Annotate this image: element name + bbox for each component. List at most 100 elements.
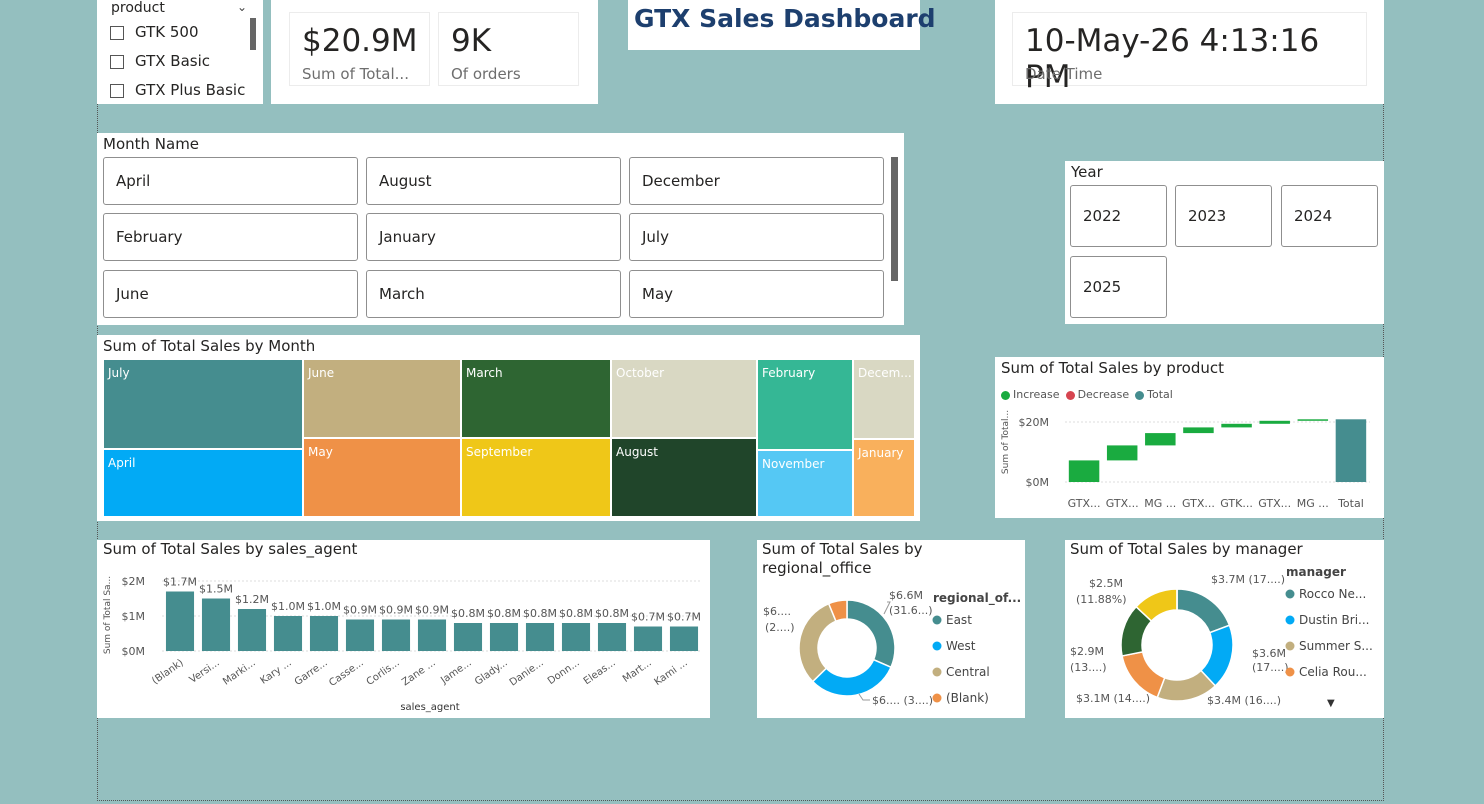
treemap-cell-may[interactable]: May — [303, 438, 461, 517]
treemap-label: September — [466, 445, 533, 459]
product-checkbox[interactable] — [110, 26, 124, 40]
regional-slice — [827, 599, 848, 623]
waterfall-bar — [1145, 433, 1176, 446]
treemap-label: Decem... — [858, 366, 912, 380]
regional-donut-chart: $6.6M (31.6...) $6.... (2....) $6.... (3....… — [763, 589, 1021, 707]
treemap-cell-september[interactable]: September — [461, 438, 611, 517]
month-tile[interactable]: January — [366, 213, 621, 261]
legend-label: Dustin Bri... — [1299, 613, 1370, 627]
treemap-cell-january[interactable]: January — [853, 439, 915, 517]
x-tick-label: Versi... — [188, 657, 222, 685]
month-tile-label: June — [116, 285, 149, 303]
bar-data-label: $0.8M — [487, 607, 521, 620]
data-label: $6.... (3....) — [872, 694, 933, 707]
agent-bar — [597, 623, 627, 651]
month-slicer: Month Name April August December Februar… — [97, 133, 904, 325]
manager-donut-chart: $3.7M (17....) $3.6M(17....) $3.4M (16....… — [1070, 565, 1373, 707]
x-tick-label: GTX... — [1106, 497, 1139, 510]
scrollbar[interactable] — [250, 18, 256, 50]
month-tile[interactable]: December — [629, 157, 884, 205]
month-tile[interactable]: March — [366, 270, 621, 318]
treemap-label: November — [762, 457, 825, 471]
x-tick-label: Garre... — [293, 657, 330, 687]
bar-data-label: $0.8M — [595, 607, 629, 620]
regional-chart-title-1: Sum of Total Sales by — [762, 540, 923, 558]
datetime-card: 10-May-26 4:13:16 PM Date Time — [1012, 12, 1367, 95]
datetime-value: 10-May-26 4:13:16 PM — [1025, 23, 1320, 95]
treemap-cell-december[interactable]: Decem... — [853, 359, 915, 439]
data-label: (2....) — [765, 621, 795, 634]
year-tile-label: 2025 — [1083, 278, 1122, 296]
agent-bar — [633, 626, 663, 651]
month-tile-label: August — [379, 172, 432, 190]
agent-chart-card: Sum of Total Sales by sales_agent Sum of… — [97, 540, 710, 718]
month-tile[interactable]: April — [103, 157, 358, 205]
bar-data-label: $0.8M — [559, 607, 593, 620]
orders-label: Of orders — [451, 65, 521, 83]
treemap-title: Sum of Total Sales by Month — [103, 337, 316, 355]
year-tile-label: 2022 — [1083, 207, 1122, 225]
legend-scroll-down-icon[interactable]: ▼ — [1327, 698, 1335, 709]
month-tile[interactable]: February — [103, 213, 358, 261]
year-tile[interactable]: 2024 — [1281, 185, 1378, 247]
bar-data-label: $0.9M — [343, 604, 377, 617]
treemap-cell-april[interactable]: April — [103, 449, 303, 517]
bar-data-label: $1.7M — [163, 576, 197, 589]
legend-dot — [1285, 667, 1295, 677]
y-axis-title: Sum of Total... — [1001, 410, 1011, 474]
legend-dot — [1285, 615, 1295, 625]
legend-dot — [932, 615, 942, 625]
legend-title: manager — [1286, 565, 1346, 579]
x-tick-label: Total — [1337, 497, 1364, 510]
legend-dot — [1135, 390, 1145, 400]
treemap-cell-october[interactable]: October — [611, 359, 757, 438]
legend-item[interactable]: Increase — [1001, 388, 1060, 401]
treemap-cell-june[interactable]: June — [303, 359, 461, 438]
treemap-label: February — [762, 366, 816, 380]
scrollbar[interactable] — [891, 157, 898, 281]
treemap-label: June — [308, 366, 335, 380]
manager-chart-card: Sum of Total Sales by manager $3.7M (17.… — [1065, 540, 1384, 718]
treemap-cell-august[interactable]: August — [611, 438, 757, 517]
manager-slice — [1176, 588, 1231, 634]
x-tick-label: Donn... — [546, 657, 582, 687]
year-tile[interactable]: 2025 — [1070, 256, 1167, 318]
month-tile[interactable]: June — [103, 270, 358, 318]
year-tile[interactable]: 2022 — [1070, 185, 1167, 247]
total-sales-value: $20.9M — [302, 23, 418, 59]
year-tile[interactable]: 2023 — [1175, 185, 1272, 247]
x-tick-label: Glady... — [473, 657, 510, 687]
datetime-label: Date Time — [1025, 65, 1103, 83]
treemap-cell-july[interactable]: July — [103, 359, 303, 449]
treemap-cell-november[interactable]: November — [757, 450, 853, 517]
product-item-label[interactable]: GTX Basic — [135, 52, 211, 70]
x-tick-label: Jame... — [438, 657, 473, 686]
product-item-label[interactable]: GTX Plus Basic — [135, 81, 246, 99]
data-label: (31.6...) — [889, 604, 933, 617]
treemap-label: October — [616, 366, 665, 380]
treemap-label: March — [466, 366, 503, 380]
month-tile[interactable]: August — [366, 157, 621, 205]
x-tick-label: Eleas... — [582, 657, 618, 687]
month-tile[interactable]: May — [629, 270, 884, 318]
treemap-cell-february[interactable]: February — [757, 359, 853, 450]
legend-item[interactable]: Total — [1135, 388, 1173, 401]
x-tick-label: Danie... — [508, 657, 546, 688]
product-checkbox[interactable] — [110, 55, 124, 69]
leader-line — [858, 693, 870, 701]
waterfall-bar — [1297, 419, 1329, 421]
x-tick-label: Mart... — [621, 657, 654, 685]
product-slicer-title: product — [111, 0, 165, 16]
legend-dot — [1285, 589, 1295, 599]
agent-bar — [669, 626, 699, 651]
y-tick-label: $0M — [1026, 476, 1050, 489]
product-chart-card: Sum of Total Sales by product Increase De… — [995, 357, 1384, 518]
legend-item[interactable]: Decrease — [1065, 388, 1129, 401]
chevron-down-icon[interactable]: ⌄ — [237, 0, 248, 14]
product-item-label[interactable]: GTK 500 — [135, 23, 199, 41]
treemap-cell-march[interactable]: March — [461, 359, 611, 438]
month-tile[interactable]: July — [629, 213, 884, 261]
total-sales-card: $20.9M Sum of Total... — [289, 12, 430, 86]
agent-bar — [417, 619, 447, 651]
product-checkbox[interactable] — [110, 84, 124, 98]
